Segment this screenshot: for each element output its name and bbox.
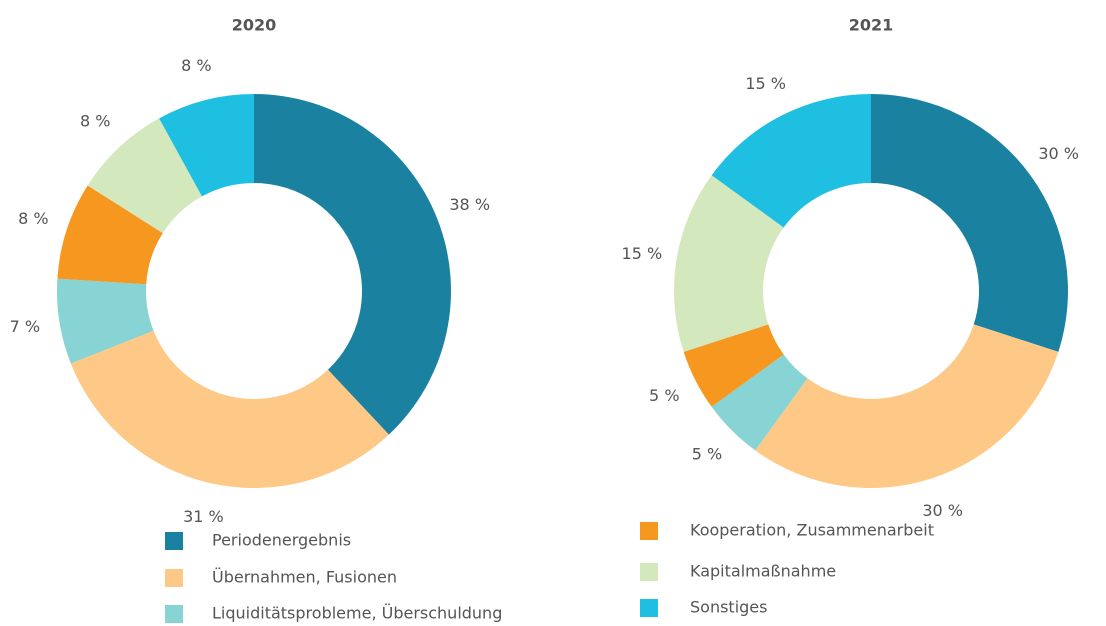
legend-swatch bbox=[165, 532, 183, 550]
legend-label: Liquiditätsprobleme, Überschuldung bbox=[212, 604, 502, 623]
donut-slice bbox=[871, 94, 1068, 352]
data-label: 8 % bbox=[18, 209, 48, 228]
data-label: 31 % bbox=[183, 507, 224, 526]
legend-swatch bbox=[640, 522, 658, 540]
chart-title: 2021 bbox=[849, 16, 894, 35]
data-label: 38 % bbox=[449, 195, 490, 214]
donut-slice bbox=[755, 324, 1059, 489]
chart-title: 2020 bbox=[232, 16, 277, 35]
donut-slice bbox=[711, 94, 871, 228]
legend-label: Übernahmen, Fusionen bbox=[212, 568, 397, 587]
legend-label: Periodenergebnis bbox=[212, 531, 351, 550]
legend-label: Kapitalmaßnahme bbox=[690, 562, 836, 581]
legend-label: Sonstiges bbox=[690, 598, 767, 617]
donut-slice bbox=[254, 94, 451, 435]
data-label: 5 % bbox=[649, 386, 679, 405]
donut-slice bbox=[87, 118, 202, 234]
data-label: 30 % bbox=[1038, 144, 1079, 163]
donut-slice bbox=[57, 185, 163, 285]
data-label: 5 % bbox=[692, 445, 722, 464]
donut-slice bbox=[70, 330, 389, 488]
donut-slice bbox=[159, 94, 254, 197]
legend-swatch bbox=[165, 569, 183, 587]
data-label: 8 % bbox=[80, 111, 110, 130]
donut-slice bbox=[711, 354, 808, 451]
data-label: 15 % bbox=[745, 74, 786, 93]
data-label: 7 % bbox=[10, 317, 40, 336]
donut-slice bbox=[57, 278, 154, 364]
donut-slice bbox=[683, 324, 784, 407]
legend-swatch bbox=[640, 599, 658, 617]
legend-swatch bbox=[640, 563, 658, 581]
data-label: 30 % bbox=[922, 501, 963, 520]
legend-swatch bbox=[165, 605, 183, 623]
data-label: 15 % bbox=[622, 244, 663, 263]
data-label: 8 % bbox=[181, 56, 211, 75]
donut-slice bbox=[674, 175, 784, 352]
legend-label: Kooperation, Zusammenarbeit bbox=[690, 521, 934, 540]
